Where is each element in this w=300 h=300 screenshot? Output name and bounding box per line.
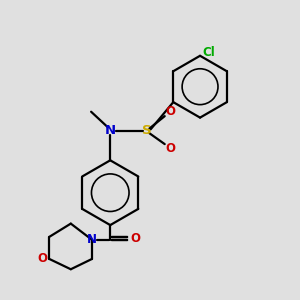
Text: O: O [166, 142, 176, 155]
Text: Cl: Cl [202, 46, 215, 59]
Text: N: N [105, 124, 116, 137]
Text: S: S [142, 124, 152, 137]
Text: O: O [130, 232, 140, 245]
Text: N: N [87, 233, 97, 246]
Text: O: O [37, 252, 47, 266]
Text: O: O [166, 105, 176, 118]
